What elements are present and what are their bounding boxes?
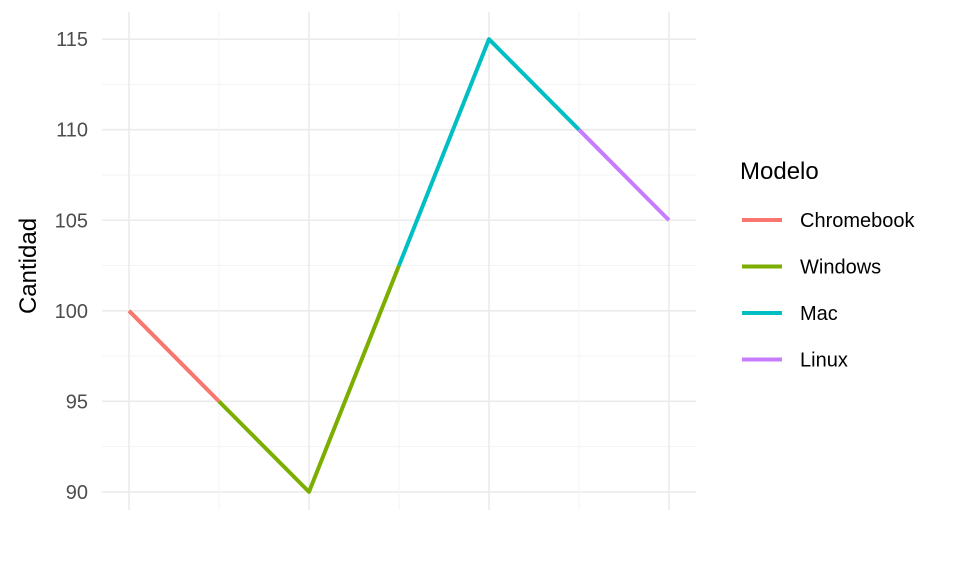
y-tick-label: 105 [55, 210, 88, 232]
series-line-windows [217, 264, 401, 494]
y-axis-title: Cantidad [15, 218, 42, 314]
legend-item-windows: Windows [742, 257, 881, 279]
y-tick-label: 110 [56, 120, 88, 142]
legend-item-linux: Linux [742, 350, 848, 372]
legend-label: Mac [800, 303, 838, 325]
legend-item-chromebook: Chromebook [742, 210, 916, 232]
y-tick-labels: 90 95 100 105 110 115 [55, 29, 88, 504]
legend-items: Chromebook Windows Mac Linux [742, 210, 916, 372]
y-tick-label: 90 [66, 482, 88, 504]
series-line-linux [577, 128, 671, 222]
series-layer [127, 37, 671, 494]
grid-layer [102, 12, 696, 510]
legend-label: Chromebook [800, 210, 916, 232]
legend-label: Linux [800, 350, 848, 372]
legend-label: Windows [800, 257, 881, 279]
legend-title: Modelo [740, 158, 819, 185]
legend: Modelo Chromebook Windows Mac Linux [740, 158, 916, 372]
series-line-chromebook [127, 309, 221, 403]
y-tick-label: 100 [55, 301, 88, 323]
legend-item-mac: Mac [742, 303, 838, 325]
series-line-mac [397, 37, 581, 267]
y-tick-label: 95 [66, 391, 88, 413]
y-tick-label: 115 [56, 29, 88, 51]
